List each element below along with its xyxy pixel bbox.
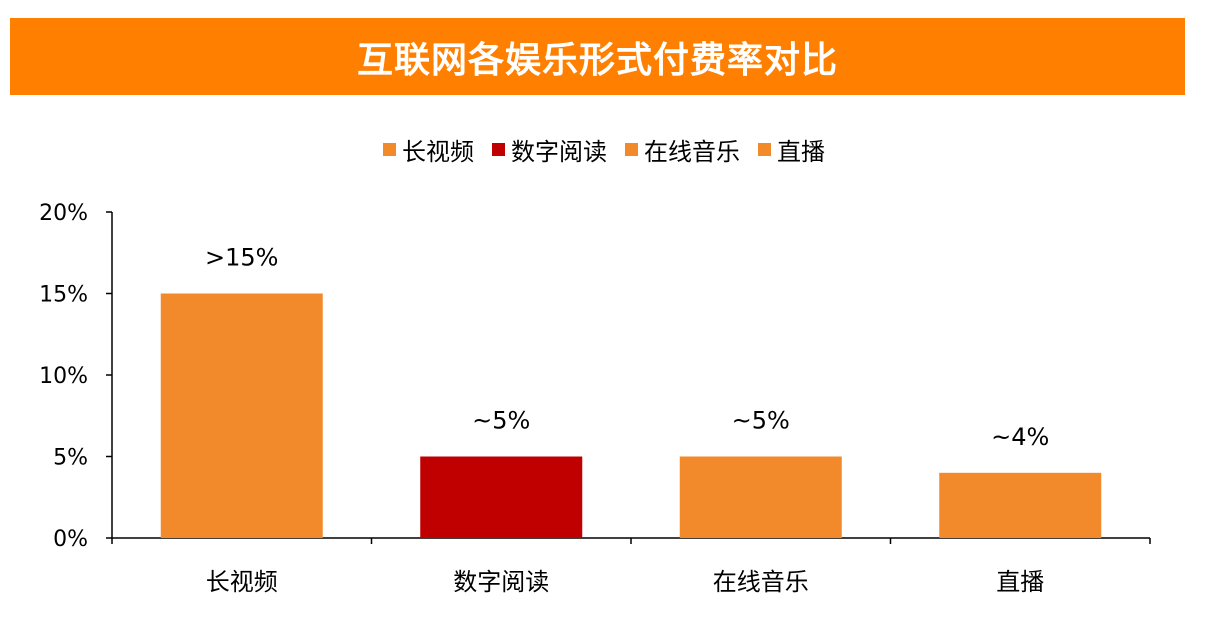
- legend-label: 数字阅读: [511, 138, 607, 166]
- data-label: ~5%: [472, 407, 530, 435]
- x-tick-label: 直播: [996, 568, 1044, 596]
- legend-item: 数字阅读: [492, 132, 607, 167]
- data-label: >15%: [205, 244, 278, 272]
- legend-label: 直播: [777, 138, 825, 166]
- legend-swatch: [758, 143, 771, 156]
- data-label: ~5%: [732, 407, 790, 435]
- legend-swatch: [492, 143, 505, 156]
- x-tick-label: 在线音乐: [713, 568, 809, 596]
- legend-label: 在线音乐: [644, 138, 740, 166]
- legend-item: 在线音乐: [625, 132, 740, 167]
- x-tick-label: 数字阅读: [453, 568, 549, 596]
- y-tick-label: 0%: [53, 527, 88, 552]
- bar: [679, 456, 842, 538]
- bar: [160, 293, 323, 538]
- bar: [420, 456, 583, 538]
- y-tick-label: 5%: [53, 446, 88, 471]
- y-tick-label: 20%: [39, 201, 88, 226]
- legend-item: 直播: [758, 132, 825, 167]
- bar: [939, 472, 1102, 538]
- legend: 长视频 数字阅读 在线音乐 直播: [0, 132, 1208, 167]
- legend-swatch: [625, 143, 638, 156]
- legend-swatch: [383, 143, 396, 156]
- data-label: ~4%: [991, 423, 1049, 451]
- chart-title: 互联网各娱乐形式付费率对比: [356, 39, 838, 81]
- x-tick-label: 长视频: [206, 568, 278, 596]
- y-tick-label: 10%: [39, 364, 88, 389]
- legend-item: 长视频: [383, 132, 474, 167]
- y-tick-label: 15%: [39, 283, 88, 308]
- chart-title-bar: 互联网各娱乐形式付费率对比: [10, 18, 1185, 95]
- legend-label: 长视频: [402, 138, 474, 166]
